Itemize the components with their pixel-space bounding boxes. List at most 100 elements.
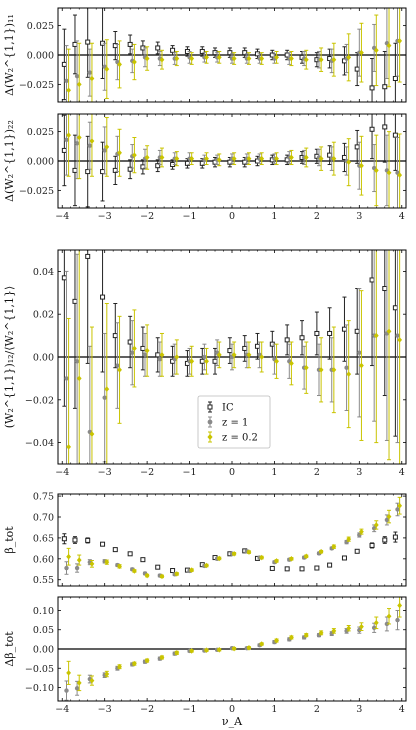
data-point (66, 444, 72, 450)
data-point (216, 555, 222, 562)
data-point (64, 78, 69, 84)
y-tick-label: 0.00 (33, 353, 54, 364)
data-point (89, 561, 95, 567)
data-point (259, 354, 265, 360)
data-point (61, 536, 67, 542)
data-point (117, 663, 122, 670)
data-point (346, 371, 352, 377)
data-point (327, 562, 333, 568)
data-point (274, 558, 279, 564)
series-group (61, 114, 403, 208)
y-tick-label: −0.02 (25, 395, 54, 406)
panel-5: −4 −3 −2 −1 0 1 2 3 4 −0.10 −0.05 0.00 0.05 0.10 Δβ_to… (3, 596, 407, 728)
data-point (318, 56, 324, 63)
data-point (64, 688, 69, 693)
data-point (85, 537, 91, 543)
data-point (104, 386, 110, 392)
x-tick-label: −4 (55, 467, 69, 478)
data-point (289, 360, 294, 367)
data-point (140, 345, 146, 351)
data-point (157, 356, 163, 362)
data-point (373, 332, 379, 339)
data-point (202, 354, 207, 360)
data-point (189, 358, 195, 365)
data-point (72, 537, 78, 543)
data-point (131, 568, 137, 574)
data-point (142, 352, 148, 358)
data-point (159, 56, 165, 63)
data-point (100, 294, 106, 300)
x-tick-label: −3 (98, 704, 112, 715)
data-point (259, 641, 265, 647)
data-point (354, 548, 360, 554)
y-tick-label: −0.04 (25, 438, 54, 449)
x-axis-label: ν_A (222, 715, 243, 728)
x-tick-label: 2 (314, 211, 320, 222)
data-point (189, 55, 195, 62)
data-point (231, 55, 237, 62)
data-point (373, 47, 379, 54)
y-tick-label: 0.05 (33, 625, 54, 636)
y-tick-label: 0.04 (33, 267, 54, 278)
y-tick-label: 0.60 (33, 554, 54, 565)
data-point (87, 70, 93, 75)
data-point (144, 572, 150, 579)
data-point (314, 565, 320, 571)
data-point (397, 502, 403, 509)
data-point (104, 144, 110, 150)
x-tick-label: −2 (140, 467, 154, 478)
data-point (89, 138, 95, 144)
data-point (76, 557, 82, 563)
y-axis-label: Δβ_tot (3, 631, 16, 667)
data-point (395, 507, 400, 512)
data-point (274, 155, 279, 162)
data-point (61, 61, 67, 67)
x-tick-label: 1 (271, 704, 277, 715)
data-point (131, 660, 137, 667)
data-point (341, 326, 347, 332)
data-point (303, 154, 309, 161)
data-point (155, 352, 161, 358)
x-tick-label: −2 (140, 211, 154, 222)
data-point (76, 81, 82, 88)
data-point (64, 565, 69, 571)
data-point (127, 41, 133, 47)
data-point (76, 134, 82, 141)
data-point (392, 534, 398, 540)
data-point (359, 623, 364, 630)
data-point (89, 677, 95, 684)
series-z-1 (64, 250, 400, 464)
data-point (386, 513, 392, 520)
data-point (117, 563, 122, 570)
data-point (354, 328, 360, 334)
data-point (204, 358, 209, 365)
data-point (346, 54, 352, 61)
data-point (131, 152, 137, 158)
data-point (392, 305, 398, 311)
data-point (357, 350, 362, 355)
data-point (174, 155, 180, 162)
series-z-0-2 (66, 8, 403, 102)
data-point (227, 50, 233, 56)
data-point (242, 345, 248, 351)
data-point (159, 154, 165, 161)
data-point (112, 547, 118, 553)
data-point (392, 132, 398, 138)
data-point (117, 61, 122, 68)
data-point (369, 85, 375, 91)
data-point (204, 54, 209, 61)
data-point (85, 253, 91, 259)
y-tick-label: −0.025 (19, 80, 54, 91)
data-point (204, 562, 209, 569)
data-point (85, 39, 91, 45)
data-point (85, 169, 91, 175)
series-z-0-2 (66, 597, 403, 692)
y-tick-label: 0.10 (33, 606, 54, 617)
y-tick-label: 0.55 (33, 575, 54, 586)
data-point (274, 358, 279, 365)
x-tick-label: −2 (140, 704, 154, 715)
data-point (127, 551, 133, 557)
data-point (254, 343, 260, 349)
data-point (87, 143, 93, 148)
